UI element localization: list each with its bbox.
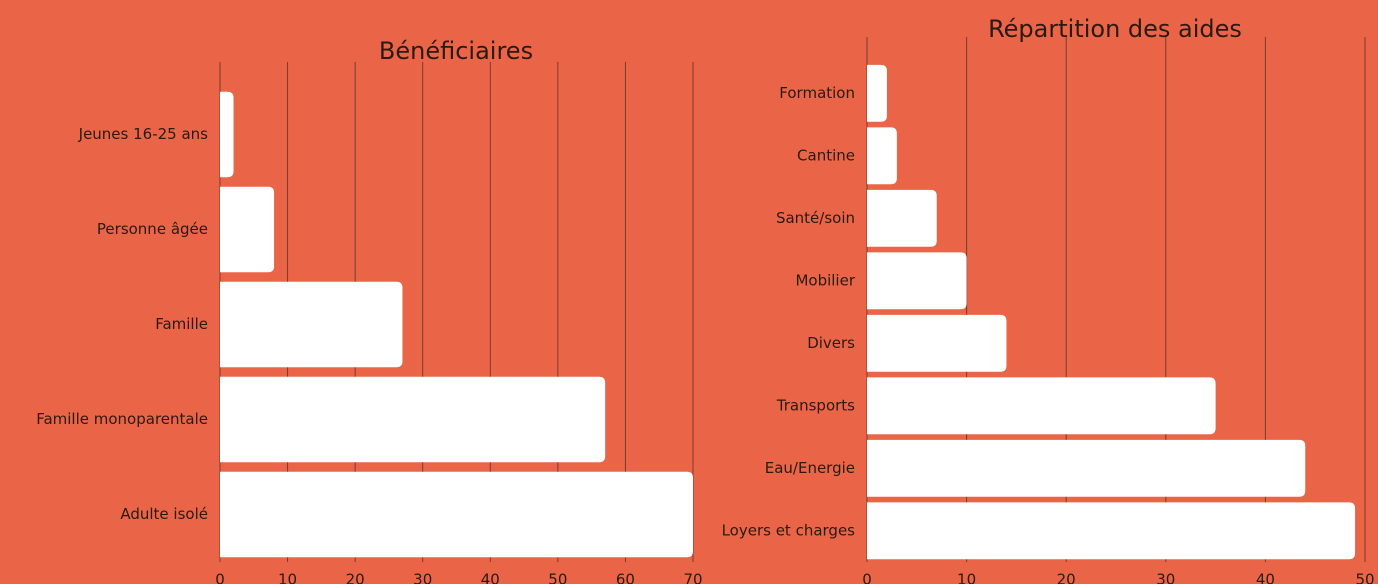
- x-tick-label: 40: [481, 571, 500, 584]
- y-tick-label: Famille: [155, 315, 208, 333]
- x-tick-label: 30: [1156, 571, 1175, 584]
- bar: [867, 189, 937, 247]
- x-tick-label: 0: [862, 571, 872, 584]
- bar: [867, 127, 897, 185]
- bar: [220, 91, 234, 178]
- bar: [220, 281, 403, 368]
- y-tick-label: Adulte isolé: [120, 505, 208, 523]
- x-tick-label: 0: [215, 571, 225, 584]
- bar: [867, 252, 967, 310]
- bar: [867, 377, 1216, 435]
- x-tick-label: 20: [346, 571, 365, 584]
- y-tick-label: Divers: [807, 334, 855, 352]
- y-tick-label: Santé/soin: [776, 209, 855, 227]
- x-tick-label: 50: [1355, 571, 1374, 584]
- x-tick-label: 70: [683, 571, 702, 584]
- chart-title: Bénéficiaires: [379, 37, 533, 65]
- bar: [220, 471, 693, 558]
- x-tick-label: 10: [957, 571, 976, 584]
- y-tick-label: Transports: [776, 396, 855, 414]
- y-tick-label: Mobilier: [795, 271, 855, 289]
- y-tick-label: Formation: [779, 84, 855, 102]
- y-tick-label: Personne âgée: [97, 220, 208, 238]
- bar: [220, 376, 606, 463]
- bar: [220, 186, 275, 273]
- y-tick-label: Cantine: [797, 146, 855, 164]
- x-tick-label: 50: [548, 571, 567, 584]
- x-tick-label: 10: [278, 571, 297, 584]
- y-tick-label: Eau/Energie: [765, 459, 855, 477]
- bar: [867, 439, 1306, 497]
- x-tick-label: 20: [1057, 571, 1076, 584]
- chart-title: Répartition des aides: [988, 15, 1242, 43]
- x-tick-label: 40: [1256, 571, 1275, 584]
- y-tick-label: Famille monoparentale: [36, 410, 208, 428]
- x-tick-label: 30: [413, 571, 432, 584]
- y-tick-label: Loyers et charges: [722, 521, 856, 539]
- bar: [867, 64, 887, 122]
- bar: [867, 314, 1007, 372]
- bar: [867, 502, 1356, 560]
- y-tick-label: Jeunes 16-25 ans: [78, 125, 209, 143]
- x-tick-label: 60: [616, 571, 635, 584]
